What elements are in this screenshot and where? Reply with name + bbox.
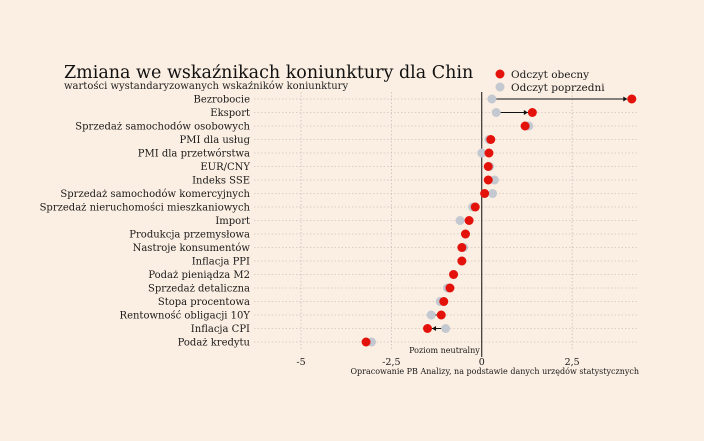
x-axis-ticks: -5 -2,5 0 2,5 (296, 357, 579, 368)
change-arrow-head (432, 326, 437, 331)
point-current (436, 310, 446, 320)
point-previous (491, 108, 501, 117)
point-current (449, 270, 459, 279)
category-label: Eksport (210, 108, 250, 119)
category-label: PMI dla usług (180, 135, 251, 146)
legend: Odczyt obecny Odczyt poprzedni (495, 69, 605, 94)
legend-previous-label: Odczyt poprzedni (511, 82, 605, 94)
point-current (483, 175, 493, 185)
point-current (527, 108, 537, 117)
category-label: Indeks SSE (192, 176, 250, 187)
change-arrow-head (523, 110, 528, 115)
category-label: Inflacja CPI (191, 324, 250, 335)
point-current (484, 148, 494, 158)
category-label: PMI dla przetwórstwa (138, 149, 250, 160)
category-label: Sprzedaż samochodów komercyjnych (60, 189, 250, 200)
source-note: Opracowanie PB Analizy, na podstawie dan… (350, 367, 639, 376)
category-label: Stopa procentowa (158, 297, 250, 308)
category-label: Podaż pieniądza M2 (148, 270, 250, 281)
category-label: Podaż kredytu (178, 338, 251, 349)
point-previous (441, 324, 451, 333)
legend-current-label: Odczyt obecny (511, 69, 589, 81)
category-label: Bezrobocie (194, 95, 251, 106)
change-arrow-head (623, 96, 628, 102)
point-current (464, 216, 474, 225)
point-current (423, 324, 433, 333)
point-current (627, 94, 637, 104)
category-label: Nastroje konsumentów (133, 243, 251, 254)
category-label: Sprzedaż nieruchomości mieszkaniowych (40, 203, 251, 214)
legend-previous-marker (495, 82, 505, 92)
point-current (445, 283, 455, 293)
point-previous (426, 310, 436, 320)
series-current (361, 94, 637, 347)
point-current (486, 135, 496, 144)
legend-current-marker (495, 69, 505, 79)
x-tick-label: 0 (479, 357, 485, 368)
chart-title: Zmiana we wskaźnikach koniunktury dla Ch… (64, 63, 473, 83)
category-label: EUR/CNY (200, 162, 250, 173)
point-current (361, 337, 371, 347)
category-label: Sprzedaż samochodów osobowych (75, 122, 250, 133)
point-current (480, 189, 490, 198)
x-tick-label: 2,5 (565, 357, 580, 368)
point-current (457, 256, 467, 266)
x-tick-label: -5 (296, 357, 305, 368)
point-previous (488, 189, 498, 198)
point-previous (477, 148, 487, 158)
point-previous (487, 94, 497, 104)
category-label: Sprzedaż detaliczna (148, 284, 250, 295)
category-label: Rentowność obligacji 10Y (120, 311, 251, 322)
category-label: Produkcja przemysłowa (129, 230, 250, 241)
category-label: Inflacja PPI (192, 257, 250, 268)
neutral-level-label: Poziom neutralny (409, 346, 480, 355)
point-current (457, 243, 467, 252)
x-tick-label: -2,5 (382, 357, 400, 368)
point-current (520, 121, 530, 131)
point-previous (455, 216, 465, 225)
point-current (460, 229, 470, 239)
point-current (470, 202, 480, 212)
category-labels: Bezrobocie Eksport Sprzedaż samochodów oso… (40, 95, 251, 349)
category-label: Import (215, 216, 250, 227)
chart-subtitle: wartości wystandaryzowanych wskaźników k… (64, 81, 348, 92)
point-current (439, 297, 449, 306)
point-current (483, 162, 493, 171)
